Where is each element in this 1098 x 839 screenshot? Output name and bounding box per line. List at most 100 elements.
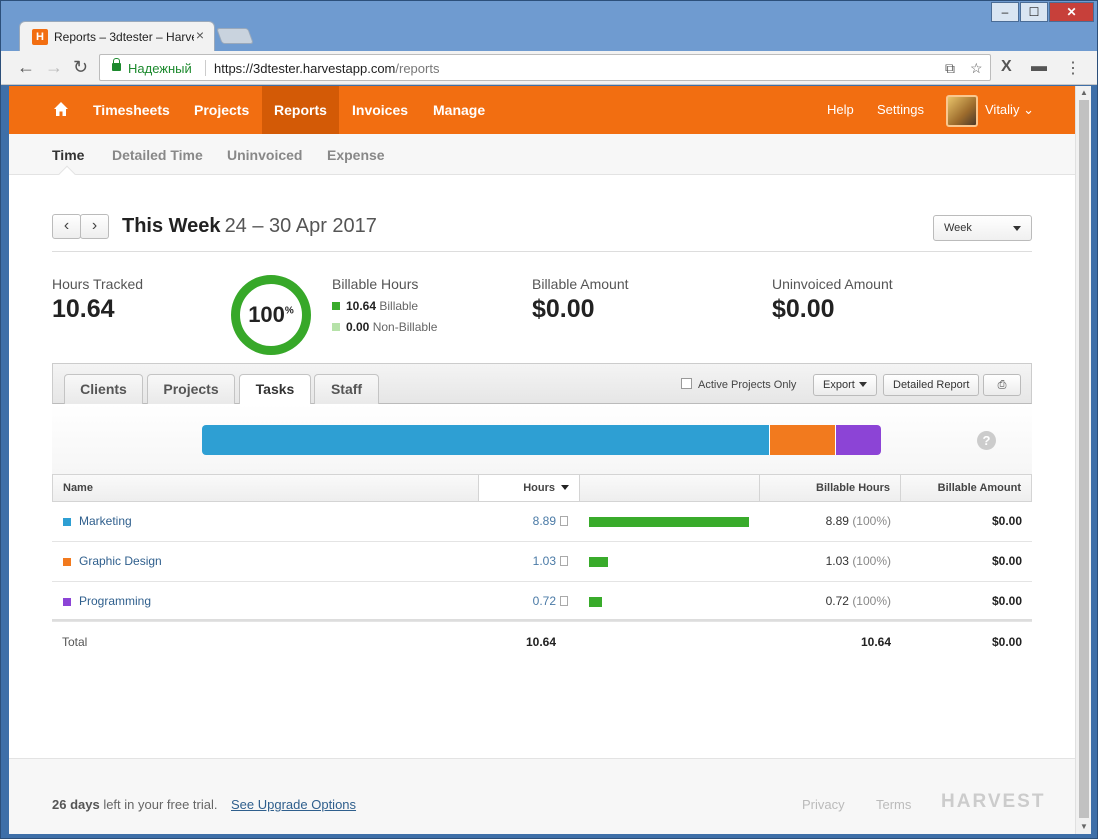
top-navigation: Timesheets Projects Reports Invoices Man…	[9, 86, 1075, 134]
harvest-favicon-icon: H	[32, 29, 48, 45]
task-color-swatch	[63, 518, 71, 526]
task-hours-link[interactable]: 1.03	[532, 554, 556, 568]
address-bar[interactable]: Надежный https://3dtester.harvestapp.com…	[99, 54, 991, 81]
user-menu[interactable]: Vitaliy ⌄	[985, 102, 1034, 117]
nav-reports[interactable]: Reports	[262, 86, 339, 134]
scroll-up-icon[interactable]: ▲	[1080, 88, 1088, 97]
hours-bar	[589, 517, 749, 527]
nav-projects[interactable]: Projects	[194, 102, 250, 118]
task-name-link[interactable]: Graphic Design	[79, 554, 162, 568]
help-link[interactable]: Help	[827, 102, 854, 117]
page: Timesheets Projects Reports Invoices Man…	[9, 86, 1075, 834]
subnav-expense[interactable]: Expense	[327, 147, 385, 163]
close-window-button[interactable]: ✕	[1049, 2, 1094, 22]
next-period-button[interactable]: ›	[80, 214, 109, 239]
subnav-time[interactable]: Time	[52, 147, 85, 163]
hours-bar	[589, 557, 608, 567]
stack-segment-graphic-design[interactable]	[769, 425, 836, 455]
new-tab-button[interactable]	[216, 28, 254, 44]
subnav-detailed-time[interactable]: Detailed Time	[112, 147, 203, 163]
task-billable-hours: 8.89 (100%)	[825, 514, 891, 528]
tab-tasks[interactable]: Tasks	[239, 374, 311, 406]
printer-icon: ⎙	[997, 379, 1007, 391]
sub-navigation: Time Detailed Time Uninvoiced Expense	[9, 134, 1075, 183]
detailed-report-button[interactable]: Detailed Report	[883, 374, 980, 396]
table-row: Graphic Design 1.03 1.03 (100%) $0.00	[52, 542, 1032, 582]
task-hours-link[interactable]: 0.72	[532, 594, 556, 608]
task-name-link[interactable]: Marketing	[79, 514, 132, 528]
secure-label: Надежный	[128, 61, 192, 76]
menu-dots-icon[interactable]: ⋮	[1065, 60, 1081, 77]
donut-percent: 100	[248, 302, 285, 327]
url-text: https://3dtester.harvestapp.com/reports	[214, 61, 440, 76]
hours-tracked-label: Hours Tracked	[52, 276, 144, 292]
task-name-link[interactable]: Programming	[79, 594, 152, 608]
checkbox[interactable]	[681, 378, 692, 389]
column-name[interactable]: Name	[53, 475, 479, 501]
extension-x-icon[interactable]: X	[1001, 58, 1012, 75]
billable-legend: 10.64 Billable	[332, 299, 418, 313]
lock-icon	[112, 58, 121, 71]
export-button[interactable]: Export	[813, 374, 877, 396]
table-header: Name Hours Billable Hours Billable Amoun…	[52, 474, 1032, 502]
terms-link[interactable]: Terms	[876, 797, 912, 812]
settings-link[interactable]: Settings	[877, 102, 924, 117]
browser-toolbar: ← → ↻ Надежный https://3dtester.harvesta…	[1, 51, 1097, 85]
nav-manage[interactable]: Manage	[433, 102, 486, 118]
total-billable-hours: 10.64	[860, 635, 891, 649]
avatar[interactable]	[946, 95, 978, 127]
browser-tab[interactable]: H Reports – 3dtester – Harvest ×	[19, 21, 215, 51]
extension-image-icon[interactable]: ▬	[1031, 58, 1047, 75]
tab-title: Reports – 3dtester – Harvest	[54, 30, 194, 44]
task-color-swatch	[63, 558, 71, 566]
column-hours[interactable]: Hours	[479, 475, 580, 501]
period-select[interactable]: Week	[933, 215, 1032, 241]
tab-clients[interactable]: Clients	[64, 374, 143, 405]
page-title: This Week 24 – 30 Apr 2017	[122, 215, 377, 237]
scroll-down-icon[interactable]: ▼	[1080, 822, 1088, 831]
tab-staff[interactable]: Staff	[314, 374, 379, 405]
previous-period-button[interactable]: ‹	[52, 214, 81, 239]
non-billable-legend: 0.00 Non-Billable	[332, 320, 437, 334]
task-share-bar-section: ?	[52, 404, 1032, 474]
uninvoiced-amount-value: $0.00	[772, 295, 835, 323]
upgrade-options-link[interactable]: See Upgrade Options	[231, 797, 357, 812]
billable-donut: 100%	[231, 275, 311, 355]
help-icon[interactable]: ?	[977, 431, 996, 450]
tab-close-icon[interactable]: ×	[195, 27, 204, 43]
minimize-button[interactable]: –	[991, 2, 1019, 22]
stack-segment-programming[interactable]	[835, 425, 881, 455]
bookmark-star-icon[interactable]: ☆	[970, 60, 983, 76]
task-hours-link[interactable]: 8.89	[532, 514, 556, 528]
back-arrow-icon[interactable]: ←	[17, 57, 35, 77]
column-billable-hours[interactable]: Billable Hours	[760, 475, 901, 501]
task-billable-hours: 1.03 (100%)	[825, 554, 891, 568]
home-icon[interactable]	[53, 101, 69, 117]
task-billable-amount: $0.00	[991, 594, 1022, 608]
note-icon	[560, 596, 568, 606]
reload-icon[interactable]: ↻	[73, 57, 89, 77]
privacy-link[interactable]: Privacy	[802, 797, 845, 812]
scroll-thumb[interactable]	[1079, 100, 1089, 818]
hours-tracked-value: 10.64	[52, 295, 115, 323]
active-projects-only-toggle[interactable]: Active Projects Only	[681, 378, 796, 391]
translate-icon[interactable]: ⧉	[945, 60, 955, 76]
maximize-button[interactable]: ☐	[1020, 2, 1048, 22]
nav-invoices[interactable]: Invoices	[352, 102, 409, 118]
tab-projects[interactable]: Projects	[147, 374, 235, 405]
page-scrollbar[interactable]: ▲ ▼	[1075, 86, 1091, 834]
table-total-row: Total 10.64 10.64 $0.00	[52, 621, 1032, 661]
print-button[interactable]: ⎙	[983, 374, 1021, 396]
title-bar: H Reports – 3dtester – Harvest × – ☐ ✕	[1, 1, 1097, 51]
forward-arrow-icon[interactable]: →	[45, 57, 63, 77]
task-billable-amount: $0.00	[991, 554, 1022, 568]
nav-timesheets[interactable]: Timesheets	[93, 102, 170, 118]
column-billable-amount[interactable]: Billable Amount	[937, 482, 1021, 494]
hours-bar	[589, 597, 602, 607]
subnav-uninvoiced[interactable]: Uninvoiced	[227, 147, 303, 163]
stack-segment-marketing[interactable]	[202, 425, 770, 455]
total-hours: 10.64	[525, 635, 556, 649]
billable-amount-value: $0.00	[532, 295, 595, 323]
task-billable-hours: 0.72 (100%)	[825, 594, 891, 608]
